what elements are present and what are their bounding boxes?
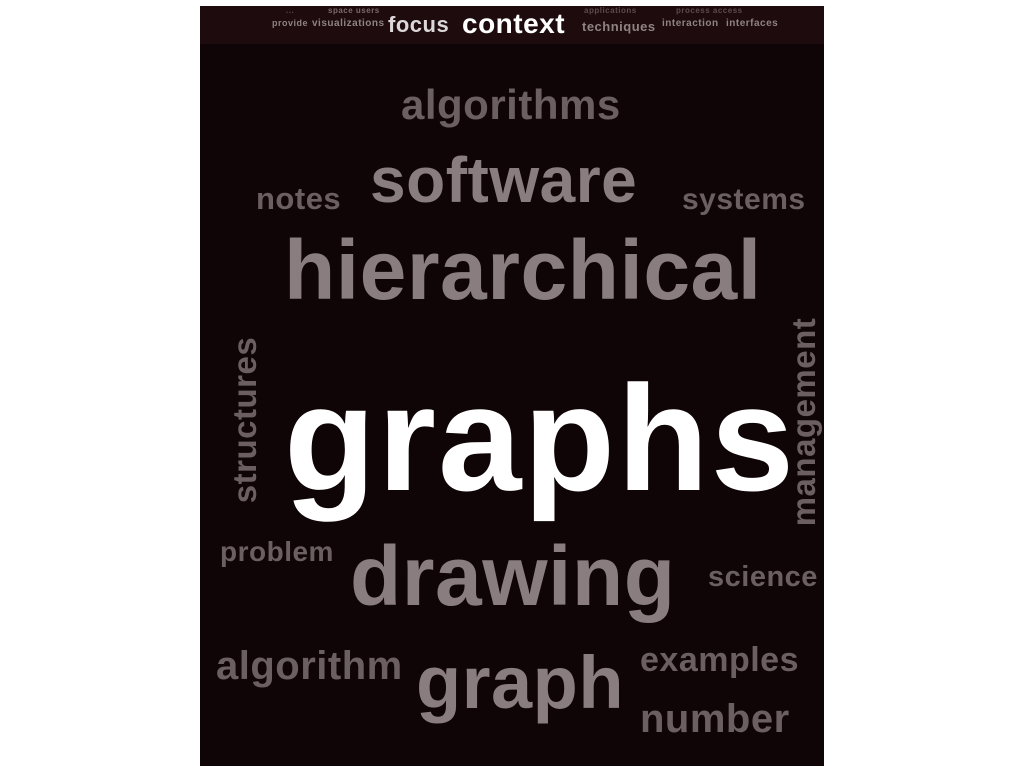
cloud-word-systems: systems	[682, 183, 806, 216]
cloud-word-visualizations: visualizations	[312, 18, 385, 29]
cloud-word-problem: problem	[220, 536, 334, 567]
cloud-word-provide: provide	[272, 18, 309, 28]
cloud-word-graph: graph	[416, 641, 625, 724]
cloud-word-process-access: process access	[676, 6, 743, 15]
cloud-word-management: management	[785, 317, 822, 527]
cloud-word-applications: applications	[584, 6, 637, 15]
cloud-word-number: number	[640, 697, 790, 741]
cloud-word-software: software	[370, 144, 638, 216]
cloud-word-examples: examples	[640, 641, 799, 679]
cloud-word-faint: ...	[286, 6, 295, 15]
top-context-band	[200, 6, 824, 44]
cloud-word-structures: structures	[226, 336, 263, 504]
cloud-word-drawing: drawing	[350, 529, 676, 623]
cloud-word-hierarchical: hierarchical	[284, 223, 762, 317]
cloud-word-algorithms: algorithms	[401, 81, 621, 128]
word-cloud-panel: ... space users applications process acc…	[200, 6, 824, 766]
cloud-word-techniques: techniques	[582, 19, 656, 34]
cloud-word-interaction: interaction	[662, 18, 719, 29]
cloud-word-algorithm: algorithm	[216, 644, 403, 688]
cloud-word-context: context	[462, 8, 566, 39]
cloud-word-notes: notes	[256, 181, 342, 216]
cloud-word-space-users: space users	[328, 6, 380, 15]
cloud-word-graphs: graphs	[284, 354, 797, 522]
cloud-word-science: science	[708, 561, 818, 593]
cloud-word-interfaces: interfaces	[726, 18, 779, 29]
cloud-word-focus: focus	[388, 12, 450, 37]
